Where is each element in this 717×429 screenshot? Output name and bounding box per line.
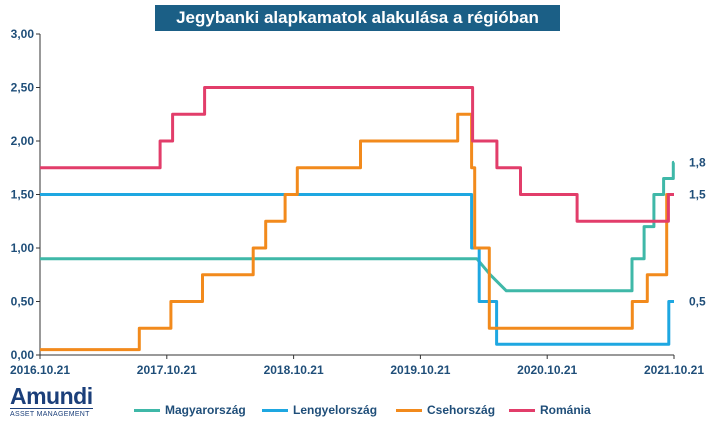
- legend-label: Lengyelország: [293, 403, 378, 417]
- y-tick-label: 0,00: [11, 348, 35, 362]
- legend-swatch: [262, 408, 288, 412]
- series-line-lengyelorszag: [40, 193, 674, 346]
- series-lines: [40, 86, 675, 352]
- series-line-csehorszag: [40, 112, 674, 352]
- y-tick-label: 2,50: [11, 81, 35, 95]
- amundi-logo: Amundi ASSET MANAGEMENT: [10, 384, 93, 419]
- legend-swatch: [396, 408, 422, 412]
- y-tick-label: 2,00: [11, 134, 35, 148]
- end-value-label: 1,8: [689, 155, 706, 169]
- y-tick-label: 1,50: [11, 188, 35, 202]
- legend-swatch: [509, 408, 535, 412]
- logo-subtitle: ASSET MANAGEMENT: [10, 408, 93, 419]
- legend-item-csehorszag: Csehország: [396, 402, 495, 418]
- tick-labels: 0,00 0,50 1,00 1,50 2,00 2,50 3,00 2016.10.21 20…: [10, 27, 704, 377]
- legend-label: Csehország: [427, 403, 496, 417]
- legend-item-magyarorszag: Magyarország: [134, 402, 246, 418]
- x-tick-label: 2021.10.21: [644, 363, 704, 377]
- y-tick-label: 3,00: [11, 27, 35, 41]
- end-value-label: 0,5: [689, 295, 706, 309]
- y-tick-label: 1,00: [11, 241, 35, 255]
- legend-label: Magyarország: [165, 403, 246, 417]
- x-tick-label: 2018.10.21: [264, 363, 324, 377]
- x-tick-label: 2019.10.21: [390, 363, 450, 377]
- x-tick-label: 2016.10.21: [10, 363, 70, 377]
- logo-name: Amundi: [10, 383, 93, 409]
- chart-title: Jegybanki alapkamatok alakulása a régiób…: [155, 5, 560, 31]
- series-line-magyarorszag: [40, 160, 675, 293]
- x-tick-label: 2020.10.21: [517, 363, 577, 377]
- x-tick-label: 2017.10.21: [137, 363, 197, 377]
- end-labels: 1,8 0,5 1,5: [689, 155, 706, 308]
- series-line-romania: [40, 86, 674, 223]
- y-tick-label: 0,50: [11, 295, 35, 309]
- end-value-label: 1,5: [689, 188, 706, 202]
- legend-item-romania: Románia: [509, 402, 591, 418]
- legend-swatch: [134, 408, 160, 412]
- legend-item-lengyelorszag: Lengyelország: [262, 402, 377, 418]
- legend-label: Románia: [540, 403, 591, 417]
